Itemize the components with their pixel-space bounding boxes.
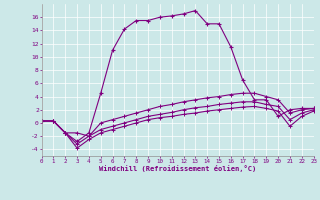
X-axis label: Windchill (Refroidissement éolien,°C): Windchill (Refroidissement éolien,°C) [99, 165, 256, 172]
